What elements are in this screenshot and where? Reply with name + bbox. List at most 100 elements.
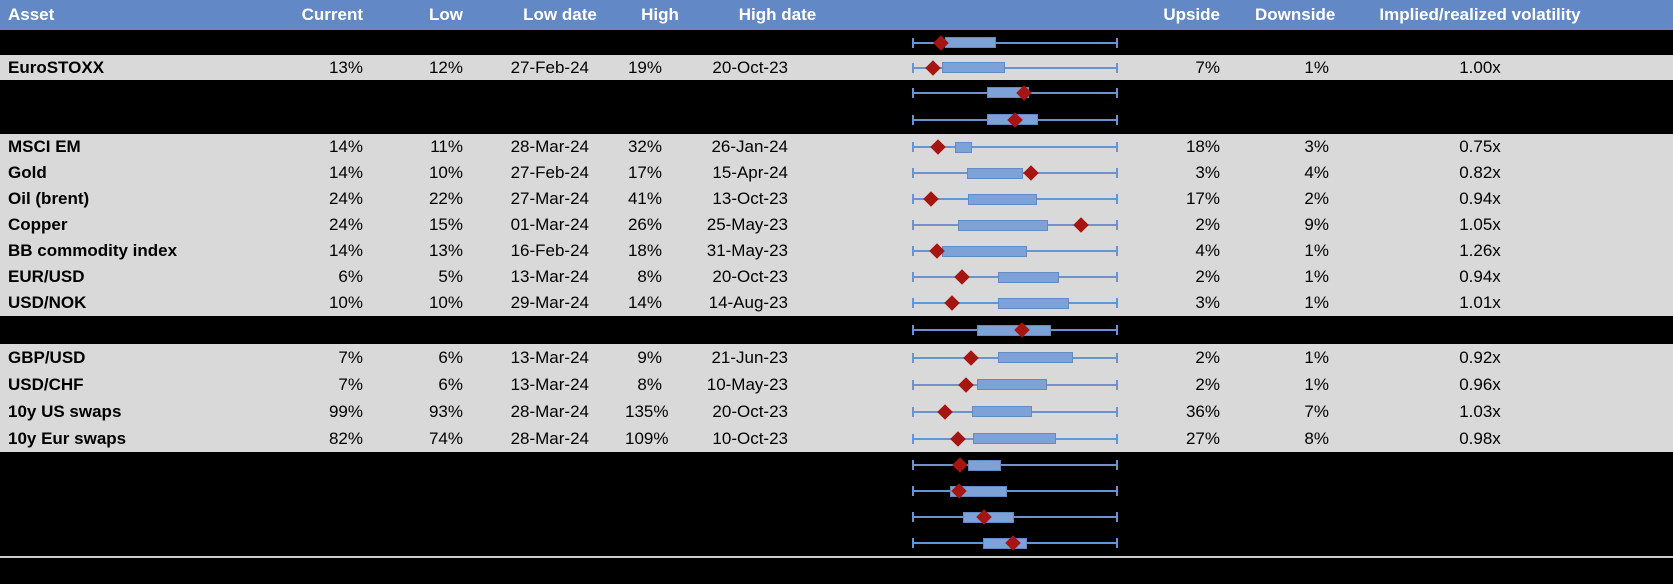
cell-asset: EUR/USD — [8, 267, 85, 286]
range-boxplot — [912, 398, 1118, 425]
cell-low-date: 01-Mar-24 — [510, 215, 589, 234]
range-boxplot — [912, 344, 1118, 371]
cell-low: 11% — [430, 137, 463, 156]
cell-implied-realized: 1.05x — [1459, 215, 1501, 234]
header-implied-realized: Implied/realized volatility — [1379, 5, 1581, 24]
current-marker-diamond-icon — [922, 191, 939, 207]
whisker-cap-right — [1116, 379, 1118, 390]
cell-implied-realized: 1.03x — [1459, 401, 1501, 421]
cell-current: 6% — [338, 267, 363, 286]
cell-downside: 4% — [1304, 163, 1329, 182]
current-marker-diamond-icon — [924, 59, 941, 76]
cell-downside: 3% — [1304, 137, 1329, 156]
whisker-cap-right — [1116, 142, 1118, 152]
whisker-cap-right — [1116, 325, 1118, 335]
range-boxplot — [912, 452, 1118, 478]
table-row: Gold 14% 10% 27-Feb-24 17% 15-Apr-24 3% 4% 0.82x — [0, 160, 1673, 186]
range-boxplot — [912, 105, 1118, 134]
header-high: High — [641, 5, 679, 24]
whisker-cap-right — [1116, 512, 1118, 522]
range-box — [972, 433, 1056, 444]
plot-row — [0, 478, 1673, 504]
cell-asset: USD/CHF — [8, 374, 84, 394]
cell-upside: 2% — [1195, 374, 1220, 394]
cell-asset: 10y Eur swaps — [8, 428, 127, 448]
whisker-cap-left — [912, 406, 914, 417]
range-boxplot — [912, 371, 1118, 398]
cell-asset: 10y US swaps — [8, 401, 122, 421]
current-marker-diamond-icon — [954, 269, 971, 285]
plot-row — [0, 316, 1673, 344]
cell-downside: 1% — [1304, 293, 1329, 312]
cell-chart — [860, 290, 1135, 316]
cell-high-date: 26-Jan-24 — [711, 137, 788, 156]
cell-asset: Oil (brent) — [8, 189, 90, 208]
cell-low-date: 13-Mar-24 — [510, 374, 589, 394]
footer-row — [0, 556, 1673, 584]
cell-high-date: 25-May-23 — [706, 215, 788, 234]
cell-chart — [860, 30, 1135, 55]
range-box — [957, 219, 1048, 231]
table-row: USD/NOK 10% 10% 29-Mar-24 14% 14-Aug-23 3% 1% 1.… — [0, 290, 1673, 316]
cell-chart — [860, 398, 1135, 425]
cell-implied-realized: 0.82x — [1459, 163, 1501, 182]
whisker-cap-left — [912, 433, 914, 444]
plot-row — [0, 105, 1673, 134]
whisker-cap-right — [1116, 114, 1118, 125]
cell-high-date: 20-Oct-23 — [712, 401, 788, 421]
whisker-cap-right — [1116, 486, 1118, 496]
cell-current: 24% — [328, 215, 363, 234]
cell-current: 99% — [328, 401, 363, 421]
current-marker-diamond-icon — [950, 430, 967, 447]
whisker-cap-left — [912, 379, 914, 390]
cell-downside: 7% — [1304, 401, 1329, 421]
current-marker-diamond-icon — [962, 349, 979, 366]
range-box — [944, 37, 997, 48]
whisker-cap-left — [912, 460, 914, 470]
whisker-cap-left — [912, 325, 914, 335]
current-marker-diamond-icon — [937, 403, 953, 420]
range-box — [997, 271, 1060, 283]
table-row: 10y US swaps 99% 93% 28-Mar-24 135% 20-Oct-23… — [0, 398, 1673, 425]
cell-chart — [860, 530, 1135, 556]
range-boxplot — [912, 530, 1118, 556]
cell-high-date: 13-Oct-23 — [712, 189, 788, 208]
cell-implied-realized: 0.94x — [1459, 189, 1501, 208]
range-boxplot — [912, 134, 1118, 160]
range-boxplot — [912, 186, 1118, 212]
range-boxplot — [912, 264, 1118, 290]
cell-downside: 8% — [1304, 428, 1329, 448]
plot-row — [0, 80, 1673, 105]
cell-high: 135% — [625, 401, 669, 421]
cell-current: 14% — [328, 163, 363, 182]
cell-upside: 2% — [1195, 215, 1220, 234]
cell-implied-realized: 1.26x — [1459, 241, 1501, 260]
cell-implied-realized: 1.01x — [1459, 293, 1501, 312]
range-box — [949, 485, 1008, 497]
whisker-cap-left — [912, 114, 914, 125]
whisker-cap-right — [1116, 298, 1118, 308]
range-boxplot — [912, 55, 1118, 80]
whisker-cap-left — [912, 486, 914, 496]
whisker-cap-left — [912, 538, 914, 548]
cell-upside: 27% — [1185, 428, 1220, 448]
cell-low: 22% — [428, 189, 463, 208]
cell-low-date: 27-Feb-24 — [510, 57, 589, 77]
cell-low-date: 28-Mar-24 — [510, 137, 589, 156]
plot-row — [0, 30, 1673, 55]
cell-high: 8% — [637, 374, 662, 394]
cell-high: 14% — [627, 293, 662, 312]
whisker-cap-right — [1116, 194, 1118, 204]
whisker-cap-right — [1116, 406, 1118, 417]
range-box — [941, 245, 1028, 257]
table-row: GBP/USD 7% 6% 13-Mar-24 9% 21-Jun-23 2% 1% 0.92x — [0, 344, 1673, 371]
cell-current: 14% — [328, 137, 363, 156]
whisker-line — [912, 66, 1118, 69]
current-marker-diamond-icon — [944, 295, 961, 311]
cell-chart — [860, 371, 1135, 398]
cell-high-date: 31-May-23 — [706, 241, 788, 260]
cell-chart — [860, 212, 1135, 238]
cell-low-date: 28-Mar-24 — [510, 428, 589, 448]
cell-high-date: 15-Apr-24 — [712, 163, 788, 182]
whisker-cap-right — [1116, 220, 1118, 230]
